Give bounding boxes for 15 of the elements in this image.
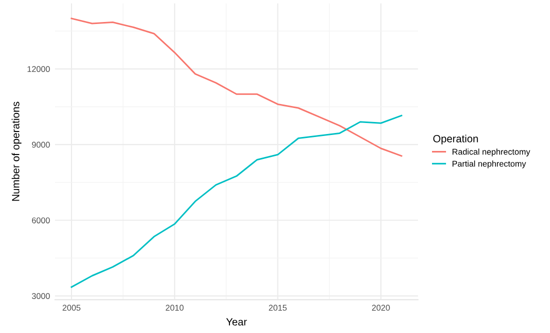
y-tick-label: 6000 — [32, 217, 50, 224]
x-axis-title: Year — [226, 318, 247, 326]
x-tick-label: 2020 — [372, 304, 390, 311]
legend-label: Partial nephrectomy — [452, 160, 526, 168]
y-axis-title: Number of operations — [12, 102, 22, 201]
y-tick-label: 3000 — [32, 293, 50, 300]
line-series — [70, 114, 402, 288]
x-tick-label: 2010 — [166, 304, 184, 311]
x-tick-label: 2015 — [268, 304, 287, 311]
legend-label: Radical nephrectomy — [452, 148, 530, 156]
legend-title: Operation — [433, 134, 478, 144]
x-tick-label: 2005 — [62, 304, 80, 311]
y-tick-label: 9000 — [32, 142, 50, 148]
y-tick-label: 12000 — [28, 66, 50, 72]
line-series — [70, 18, 402, 157]
